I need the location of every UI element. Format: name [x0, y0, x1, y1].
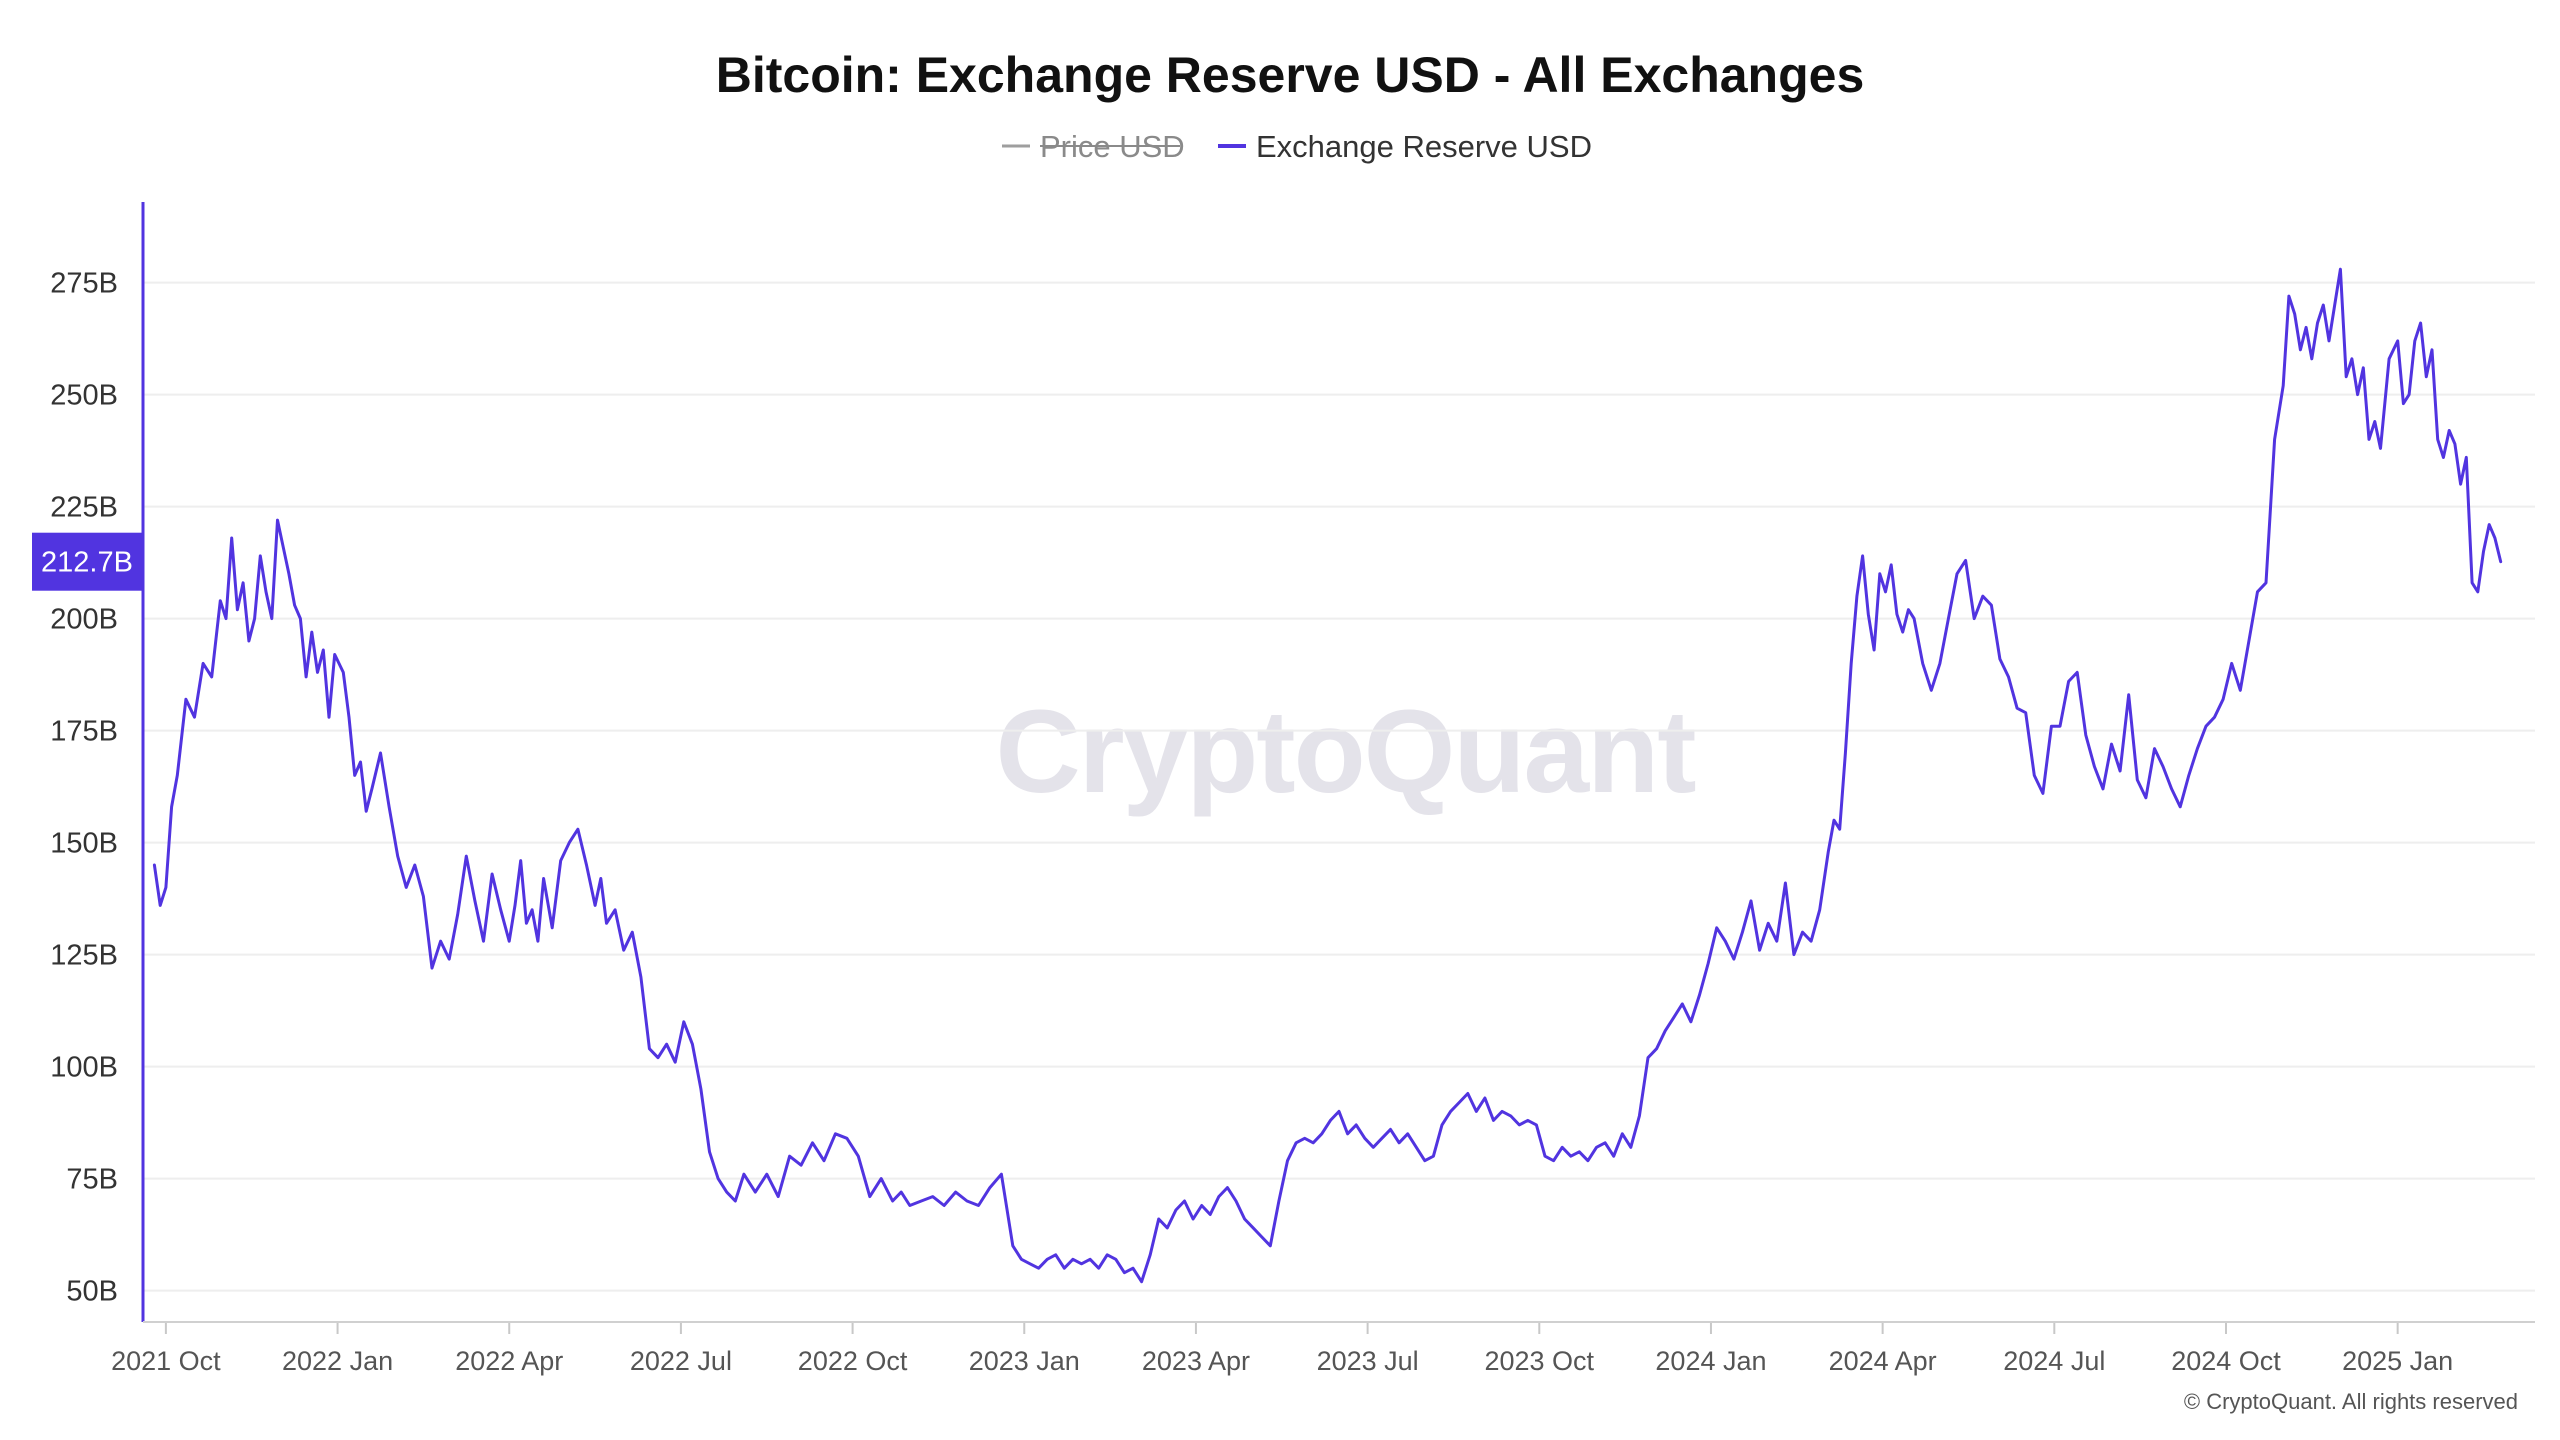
x-tick-label: 2024 Apr: [1829, 1346, 1937, 1376]
series-line-exchange-reserve-usd: [152, 267, 2503, 1284]
current-value-marker: 212.7B: [32, 532, 142, 591]
x-tick-label: 2022 Oct: [798, 1346, 908, 1376]
y-tick-label: 75B: [66, 1164, 118, 1196]
y-tick-label: 150B: [50, 828, 118, 860]
x-axis: 2021 Oct 2022 Jan 2022 Apr 2022 Jul 2022 Oct…: [111, 1322, 2453, 1376]
y-tick-label: 50B: [66, 1276, 118, 1308]
copyright-text: © CryptoQuant. All rights reserved: [2184, 1389, 2518, 1414]
y-tick-label: 250B: [50, 380, 118, 412]
legend: Price USD Exchange Reserve USD: [1002, 129, 1592, 164]
x-tick-label: 2023 Jul: [1317, 1346, 1419, 1376]
y-tick-label: 200B: [50, 604, 118, 636]
series-layer: [152, 267, 2503, 1284]
x-tick-label: 2022 Apr: [455, 1346, 563, 1376]
grid-lines: [143, 281, 2535, 1292]
y-tick-label: 275B: [50, 268, 118, 300]
x-tick-label: 2025 Jan: [2342, 1346, 2453, 1376]
x-tick-label: 2023 Oct: [1484, 1346, 1594, 1376]
current-value-box: [32, 532, 142, 591]
legend-item-price-usd[interactable]: Price USD: [1002, 129, 1185, 164]
x-tick-label: 2021 Oct: [111, 1346, 221, 1376]
legend-item-exchange-reserve-usd[interactable]: Exchange Reserve USD: [1218, 129, 1592, 164]
legend-label-exchange-reserve-usd: Exchange Reserve USD: [1256, 129, 1592, 164]
x-tick-label: 2022 Jul: [630, 1346, 732, 1376]
y-tick-label: 175B: [50, 716, 118, 748]
y-tick-label: 225B: [50, 492, 118, 524]
x-tick-label: 2024 Oct: [2171, 1346, 2281, 1376]
chart-title: Bitcoin: Exchange Reserve USD - All Exch…: [716, 47, 1865, 103]
watermark-text: CryptoQuant: [995, 686, 1695, 818]
y-tick-label: 125B: [50, 940, 118, 972]
y-tick-label: 100B: [50, 1052, 118, 1084]
x-tick-label: 2024 Jan: [1655, 1346, 1766, 1376]
current-value-label: 212.7B: [41, 547, 133, 579]
y-axis-labels: 275B 250B 225B 200B 175B 150B 125B 100B 75B 50B: [50, 268, 118, 1308]
x-tick-label: 2023 Apr: [1142, 1346, 1250, 1376]
x-tick-label: 2023 Jan: [969, 1346, 1080, 1376]
x-tick-label: 2022 Jan: [282, 1346, 393, 1376]
x-tick-label: 2024 Jul: [2003, 1346, 2105, 1376]
